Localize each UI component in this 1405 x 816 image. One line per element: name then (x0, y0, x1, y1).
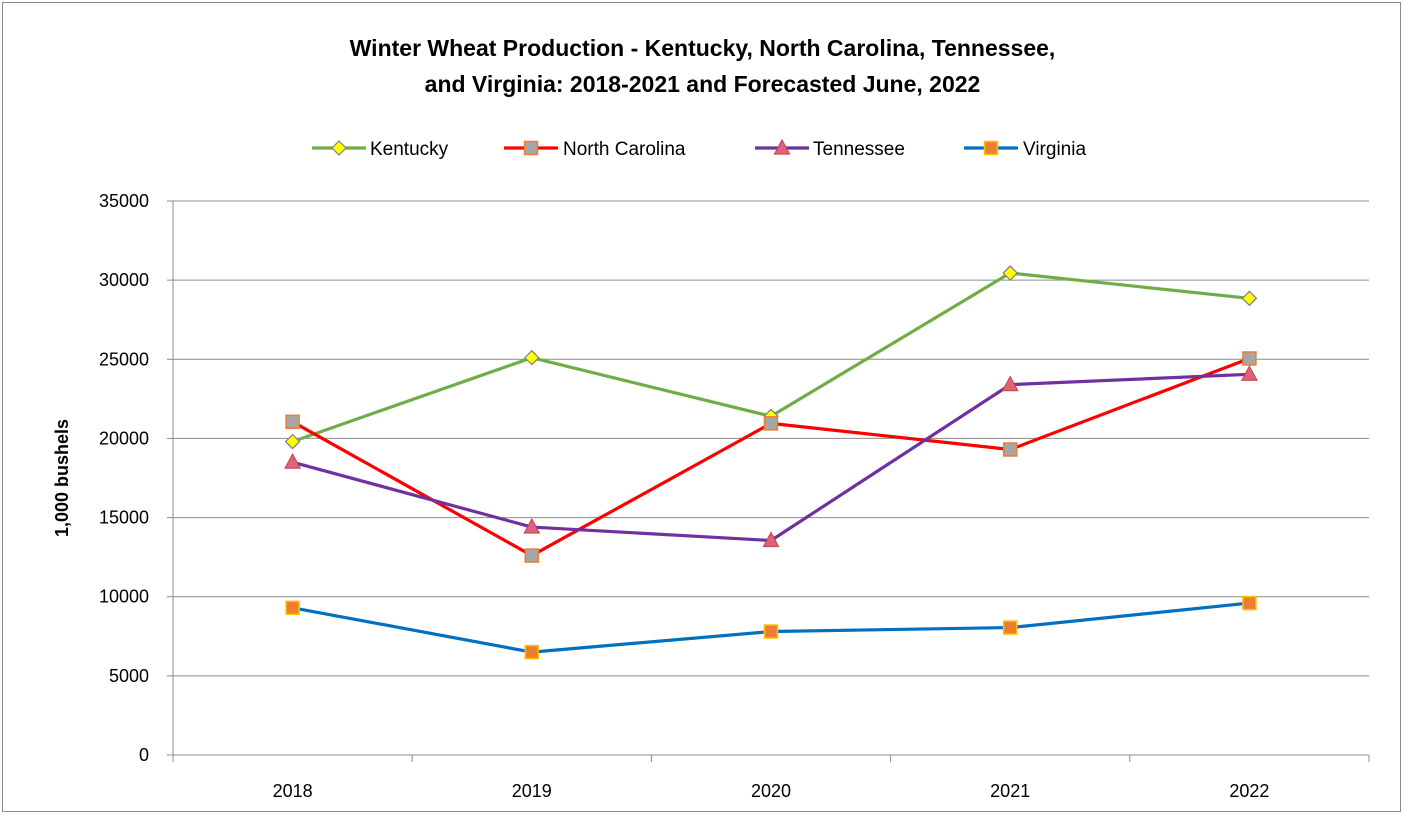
legend-swatch-marker (983, 140, 999, 156)
x-tick-label: 2018 (273, 781, 313, 801)
legend-label: North Carolina (563, 139, 686, 160)
data-point-kentucky (1002, 265, 1019, 281)
legend-swatch-marker (773, 138, 791, 155)
legend-swatch-marker (523, 140, 539, 156)
y-axis-label: 1,000 bushels (52, 419, 72, 537)
y-tick-label: 5000 (109, 666, 149, 686)
data-point-kentucky (1241, 290, 1258, 307)
data-point-virginia (285, 600, 300, 616)
x-tick-label: 2019 (512, 781, 552, 801)
data-point-kentucky (523, 349, 540, 366)
data-point-tennessee (1001, 375, 1019, 392)
data-point-tennessee (284, 452, 302, 469)
legend-item-north-carolina: North Carolina (504, 139, 686, 160)
legend-item-virginia: Virginia (964, 139, 1086, 160)
legend-swatch-marker (331, 140, 347, 156)
legend-item-kentucky: Kentucky (312, 139, 449, 160)
y-tick-label: 25000 (99, 349, 149, 369)
y-tick-labels: 0 5000 10000 15000 20000 25000 30000 35000 (99, 191, 149, 765)
y-tick-label: 15000 (99, 508, 149, 528)
data-point-north-carolina (524, 548, 540, 563)
data-point-tennessee (762, 531, 780, 548)
x-tick-labels: 2018 2019 2020 2021 2022 (273, 781, 1270, 801)
y-tick-label: 30000 (99, 270, 149, 290)
series-tennessee (284, 365, 1258, 548)
legend-item-tennessee: Tennessee (755, 138, 905, 160)
y-tick-label: 35000 (99, 191, 149, 211)
chart-title-line-2: and Virginia: 2018-2021 and Forecasted J… (424, 71, 981, 97)
data-point-virginia (1242, 595, 1257, 611)
gridlines (173, 200, 1369, 677)
data-point-virginia (524, 644, 540, 660)
series-group (284, 265, 1258, 660)
y-tick-label: 20000 (99, 428, 149, 448)
data-point-north-carolina (1002, 442, 1018, 457)
data-point-kentucky (284, 433, 301, 450)
chart-title-line-1: Winter Wheat Production - Kentucky, Nort… (349, 35, 1056, 61)
series-virginia (285, 595, 1257, 660)
data-point-virginia (763, 624, 779, 639)
series-north-carolina (285, 351, 1257, 563)
legend-label: Kentucky (370, 139, 449, 160)
legend-label: Tennessee (813, 139, 905, 160)
x-tick-label: 2022 (1229, 781, 1269, 801)
data-point-tennessee (523, 517, 541, 534)
data-point-north-carolina (1242, 351, 1257, 366)
x-tick-label: 2020 (751, 781, 791, 801)
legend: Kentucky North Carolina Tennessee Virginia (312, 138, 1086, 160)
data-point-virginia (1002, 620, 1018, 635)
data-point-tennessee (1240, 365, 1258, 381)
series-line-tennessee (292, 372, 1250, 543)
y-tick-label: 0 (139, 745, 149, 765)
legend-label: Virginia (1023, 139, 1086, 160)
chart-title: Winter Wheat Production - Kentucky, Nort… (0, 30, 1405, 102)
y-tick-label: 10000 (99, 587, 149, 607)
series-line-north-carolina (291, 356, 1250, 558)
data-point-north-carolina (285, 414, 300, 430)
axes (167, 200, 1370, 762)
data-point-north-carolina (763, 416, 779, 431)
x-tick-label: 2021 (990, 781, 1030, 801)
